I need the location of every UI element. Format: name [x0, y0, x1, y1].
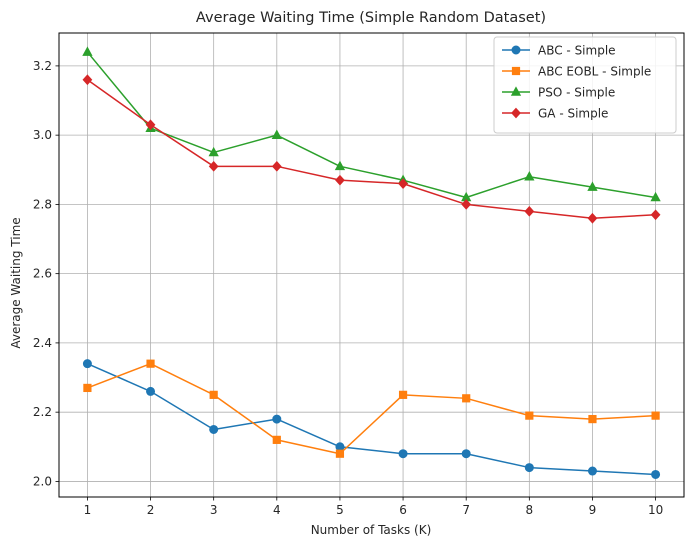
data-point [82, 46, 93, 56]
data-point [398, 449, 408, 459]
legend-marker [511, 45, 521, 55]
data-point [82, 359, 92, 369]
series-line [86, 79, 656, 220]
plot-frame [58, 32, 685, 498]
series-line [87, 362, 656, 455]
x-tick-label: 8 [526, 503, 534, 517]
data-point [461, 199, 472, 210]
legend-label: PSO - Simple [538, 86, 615, 100]
data-point [146, 359, 155, 368]
data-point [524, 205, 535, 217]
data-point [650, 209, 661, 221]
legend-marker [511, 66, 521, 76]
series-0 [82, 359, 661, 479]
series-3 [82, 74, 661, 224]
data-point [651, 469, 661, 479]
x-tick-label: 6 [399, 503, 407, 517]
y-axis-label: Average Waiting Time [9, 217, 23, 348]
data-point [461, 449, 471, 459]
data-point [335, 174, 345, 186]
data-point [335, 442, 345, 452]
data-point [587, 466, 597, 476]
x-tick-label: 4 [273, 503, 281, 517]
data-point [587, 181, 598, 191]
data-point [146, 386, 156, 396]
series-layer [82, 46, 661, 479]
data-point [82, 74, 93, 86]
data-point [83, 383, 92, 393]
legend-label: ABC EOBL - Simple [538, 65, 651, 79]
data-point [208, 160, 219, 172]
y-tick-label: 2.8 [33, 197, 52, 211]
data-point [272, 435, 281, 444]
y-tick-label: 3.2 [33, 59, 52, 73]
legend-marker [511, 107, 521, 119]
x-tick-label: 9 [589, 503, 597, 517]
y-tick-label: 3.0 [33, 128, 52, 142]
x-tick-label: 1 [84, 503, 92, 517]
data-point [209, 424, 219, 434]
legend-item: PSO - Simple [502, 86, 615, 100]
data-point [209, 390, 218, 399]
data-point [524, 463, 534, 473]
data-point [524, 171, 535, 181]
series-1 [83, 359, 660, 458]
chart-title: Average Waiting Time (Simple Random Data… [196, 10, 546, 26]
legend: ABC - Simple ABC EOBL - Simple PSO - Simpl… [493, 36, 677, 134]
x-tick-label: 3 [210, 503, 218, 517]
series-line [86, 51, 656, 199]
data-point [588, 414, 597, 424]
x-tick-label: 5 [336, 503, 344, 517]
data-point [271, 160, 282, 172]
x-tick-label: 2 [147, 503, 155, 517]
legend-label: ABC - Simple [538, 44, 616, 58]
y-tick-label: 2.2 [33, 405, 52, 419]
data-point [145, 119, 156, 131]
data-point [525, 411, 534, 420]
grid [59, 33, 684, 497]
data-point [271, 129, 282, 139]
legend-item: ABC EOBL - Simple [502, 65, 651, 79]
data-point [334, 160, 346, 171]
y-tick-label: 2.0 [33, 474, 52, 488]
legend-box [493, 36, 677, 134]
legend-item: GA - Simple [502, 107, 608, 121]
data-point [208, 146, 219, 157]
x-tick-label: 10 [648, 503, 663, 517]
data-point [462, 394, 471, 403]
series-line [87, 362, 656, 476]
x-axis-label: Number of Tasks (K) [311, 523, 432, 537]
data-point [272, 414, 282, 424]
legend-item: ABC - Simple [502, 44, 616, 58]
y-tick-label: 2.4 [33, 336, 52, 350]
legend-marker [510, 86, 522, 96]
data-point [398, 390, 408, 399]
legend-label: GA - Simple [538, 107, 608, 121]
data-point [398, 178, 408, 189]
data-point [587, 212, 598, 224]
data-point [650, 191, 661, 202]
y-tick-label: 2.6 [33, 267, 52, 281]
x-tick-label: 7 [462, 503, 470, 517]
data-point [651, 411, 660, 420]
axis-ticks: 1 2 3 4 5 6 7 8 9 10 2.0 2.2 2.4 2.6 2.8 3.0 3.2 [33, 59, 663, 517]
data-point [335, 449, 345, 458]
